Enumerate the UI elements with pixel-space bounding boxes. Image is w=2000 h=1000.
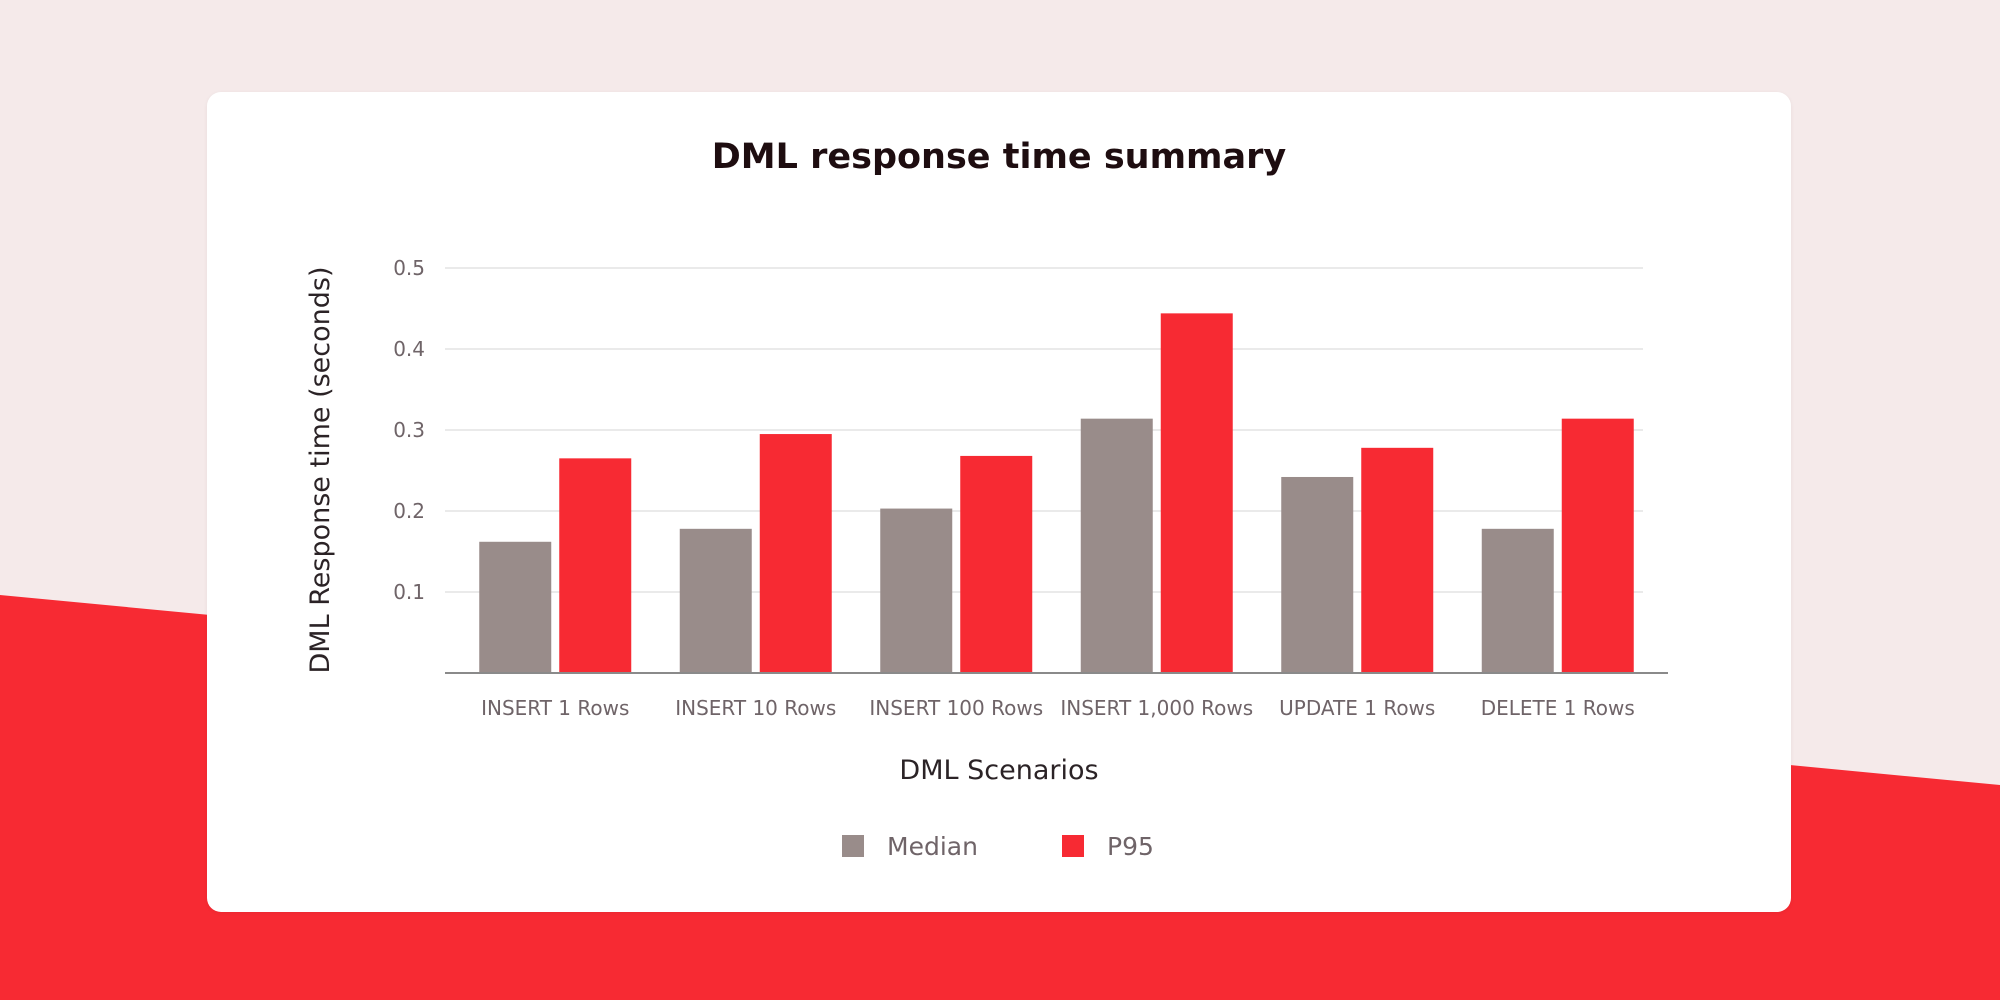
chart-card: DML response time summary 0.1 0.2 0.3 0.4 0.…: [207, 92, 1791, 912]
legend-label-p95: P95: [1107, 832, 1154, 861]
bars: [479, 313, 1634, 673]
bar-chart: DML response time summary 0.10.20.30.40.…: [305, 137, 1668, 861]
bar-p95: [759, 434, 832, 673]
x-category-label: INSERT 1 Rows: [481, 696, 629, 720]
x-category-label: UPDATE 1 Rows: [1279, 696, 1435, 720]
x-category-label: INSERT 1,000 Rows: [1060, 696, 1253, 720]
x-category-label: DELETE 1 Rows: [1481, 696, 1635, 720]
y-axis-title: DML Response time (seconds): [305, 267, 336, 674]
legend-swatch-p95: [1062, 835, 1084, 857]
y-tick-label: 0.1: [393, 580, 425, 604]
x-axis-title: DML Scenarios: [899, 755, 1098, 786]
x-category-label: INSERT 100 Rows: [869, 696, 1043, 720]
chart-title: DML response time summary: [712, 137, 1287, 177]
legend: Median P95: [842, 832, 1154, 861]
legend-label-median: Median: [887, 832, 978, 861]
x-category-label: INSERT 10 Rows: [675, 696, 836, 720]
y-tick-label: 0.3: [393, 418, 425, 442]
gridlines: [445, 267, 1643, 593]
bar-p95: [1361, 447, 1434, 673]
y-tick-label: 0.2: [393, 499, 425, 523]
bar-median: [1080, 418, 1153, 673]
bar-p95: [1561, 418, 1634, 673]
bar-median: [679, 528, 752, 673]
bar-median: [479, 541, 552, 673]
y-axis-ticks: 0.1 0.2 0.3 0.4 0.5: [393, 256, 425, 604]
legend-swatch-median: [842, 835, 864, 857]
bar-median: [1481, 528, 1554, 673]
bar-p95: [559, 458, 632, 673]
bar-median: [1281, 476, 1354, 673]
bar-median: [880, 508, 953, 673]
y-tick-label: 0.4: [393, 337, 425, 361]
bar-p95: [960, 455, 1033, 673]
bar-p95: [1160, 313, 1233, 673]
y-tick-label: 0.5: [393, 256, 425, 280]
x-axis-categories: INSERT 1 Rows INSERT 10 Rows INSERT 100 Ro…: [481, 696, 1635, 720]
